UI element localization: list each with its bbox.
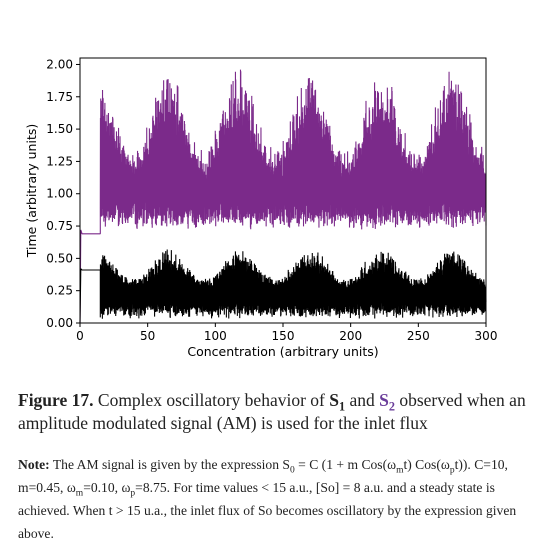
y-axis-label: Time (arbitrary units) — [24, 124, 39, 258]
y-tick-label: 0.75 — [46, 219, 73, 233]
axes-layer: 0.00 0.25 0.50 0.75 1.00 1.25 1.50 1.75 2.00 0 50 1… — [46, 57, 497, 343]
chart: 0.00 0.25 0.50 0.75 1.00 1.25 1.50 1.75 2.00 0 50 1… — [24, 57, 497, 359]
caption-s2-sub: 2 — [388, 399, 395, 414]
y-tick-label: 0.25 — [46, 284, 73, 298]
y-tick-label: 2.00 — [46, 57, 73, 71]
y-tick-label: 1.25 — [46, 154, 73, 168]
caption-text-a: Complex oscillatory behavior of — [93, 390, 330, 410]
caption-s1: S — [329, 390, 339, 410]
series-layer — [79, 69, 487, 324]
x-tick-label: 100 — [204, 329, 227, 343]
note-label: Note: — [18, 457, 50, 472]
x-axis-label: Concentration (arbitrary units) — [187, 344, 378, 359]
note-sub-m2: m — [75, 488, 84, 499]
x-tick-label: 200 — [339, 329, 362, 343]
note-text-3: t) Cos(ω — [403, 457, 450, 472]
y-tick-label: 0.50 — [46, 251, 73, 265]
y-tick-label: 0.00 — [46, 316, 73, 330]
caption-s2: S — [379, 390, 389, 410]
caption-s1-sub: 1 — [338, 399, 346, 414]
x-tick-label: 150 — [272, 329, 295, 343]
x-tick-label: 50 — [140, 329, 155, 343]
y-tick-label: 1.75 — [46, 90, 73, 104]
note-text-5: =0.10, ω — [83, 480, 131, 495]
note-sub-p: p — [449, 465, 455, 476]
caption-and: and — [345, 390, 380, 410]
x-tick-label: 0 — [76, 329, 84, 343]
note-sub-0: 0 — [289, 465, 295, 476]
x-tick-label: 300 — [475, 329, 498, 343]
note-text-4: t)). C=10, m=0.45, ω — [18, 457, 508, 495]
figure-caption: Figure 17. Complex oscillatory behavior … — [18, 389, 526, 435]
note-text-1: The AM signal is given by the expression… — [49, 457, 290, 472]
series-line-1 — [79, 69, 487, 324]
caption-text-b: observed when an amplitude modulated sig… — [18, 390, 526, 433]
x-tick-label: 250 — [407, 329, 430, 343]
note-sub-m: m — [396, 465, 404, 476]
y-tick-label: 1.50 — [46, 122, 73, 136]
note-text-6: =8.75. For time values < 15 a.u., [So] =… — [18, 480, 517, 541]
figure-note: Note: The AM signal is given by the expr… — [18, 453, 526, 545]
caption-label: Figure 17. — [18, 390, 94, 410]
note-text-2: = C (1 + m Cos(ω — [294, 457, 397, 472]
note-sub-p2: p — [130, 488, 136, 499]
series-line-2 — [79, 249, 487, 324]
y-tick-label: 1.00 — [46, 187, 73, 201]
